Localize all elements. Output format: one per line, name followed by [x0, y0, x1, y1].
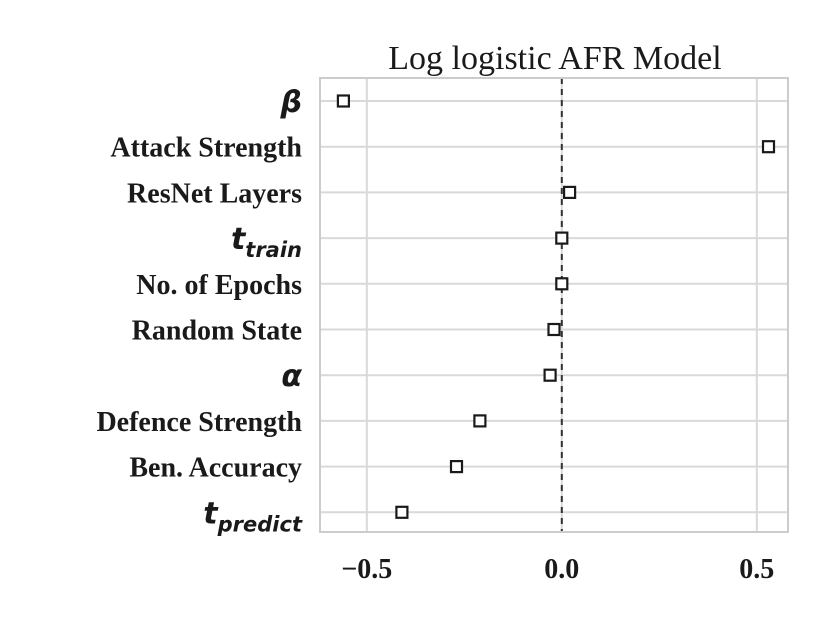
data-point: [555, 277, 569, 291]
y-tick-label: Random State: [132, 316, 302, 347]
x-tick-label: −0.5: [341, 554, 392, 585]
y-tick-label: Attack Strength: [110, 133, 302, 164]
y-tick-label: Defence Strength: [96, 407, 302, 438]
plot-frame: [319, 77, 789, 533]
data-point: [761, 140, 776, 154]
data-point: [555, 231, 569, 245]
y-tick-label: ttrain: [231, 222, 302, 262]
chart-title: Log logistic AFR Model: [388, 40, 721, 77]
y-tick-label: β: [280, 85, 302, 120]
x-tick-label: 0.0: [544, 554, 579, 585]
data-point: [543, 368, 557, 382]
data-point: [562, 185, 577, 199]
data-points: [336, 94, 776, 519]
x-tick-label: 0.5: [739, 554, 774, 585]
data-point: [449, 460, 464, 474]
y-tick-label: tpredict: [203, 496, 303, 536]
y-tick-label: No. of Epochs: [136, 270, 302, 301]
data-point: [395, 505, 409, 519]
data-point: [547, 322, 561, 337]
y-tick-label: ResNet Layers: [127, 178, 302, 209]
data-point: [473, 414, 487, 428]
x-tick-labels: −0.5 0.0 0.5: [341, 554, 774, 585]
y-tick-labels: β Attack Strength ResNet Layers ttrain No. o…: [96, 85, 302, 536]
grid-lines: [320, 78, 788, 532]
y-tick-label: Ben. Accuracy: [129, 453, 302, 484]
data-point: [336, 94, 350, 108]
y-tick-label: α: [281, 359, 302, 394]
